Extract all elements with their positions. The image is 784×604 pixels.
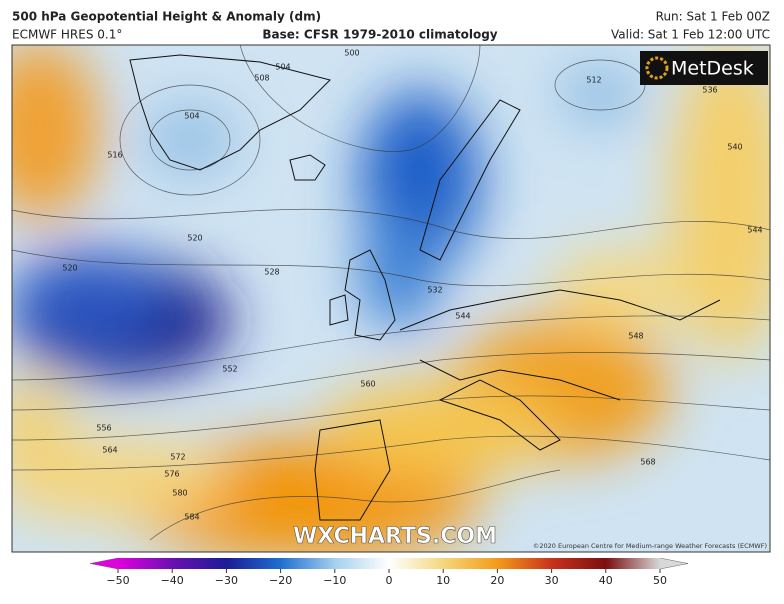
contour-label: 572: [170, 453, 185, 462]
colorbar-segment: [334, 558, 390, 569]
copyright: ©2020 European Centre for Medium-range W…: [533, 542, 767, 550]
contour-label: 580: [172, 489, 187, 498]
colorbar-tick-label: −40: [161, 574, 184, 587]
contour-label: 528: [264, 268, 279, 277]
contour-label: 504: [184, 112, 199, 121]
contour-label: 520: [187, 234, 202, 243]
colorbar-segment: [118, 558, 173, 569]
map: [12, 45, 770, 552]
colorbar-segment: [497, 558, 553, 569]
contour-label: 564: [102, 446, 117, 455]
colorbar-segment: [605, 558, 661, 569]
contour-label: 540: [727, 143, 742, 152]
colorbar-tick-label: −50: [106, 574, 129, 587]
contour-label: 520: [62, 264, 77, 273]
colorbar-tick-label: 10: [436, 574, 450, 587]
contour-label: 504: [275, 63, 290, 72]
contour-label: 560: [360, 380, 375, 389]
colorbar-tick-label: −30: [215, 574, 238, 587]
model: ECMWF HRES 0.1°: [12, 28, 122, 42]
contour-label: 544: [747, 226, 762, 235]
colorbar-segment: [443, 558, 498, 569]
title: 500 hPa Geopotential Height & Anomaly (d…: [12, 10, 321, 24]
contour-label: 576: [164, 470, 179, 479]
colorbar-tick-label: 40: [599, 574, 613, 587]
colorbar-tick-label: −20: [269, 574, 292, 587]
contour-label: 548: [628, 332, 643, 341]
contour-label: 552: [222, 365, 237, 374]
colorbar-end: [659, 557, 689, 570]
colorbar-tick-label: 20: [490, 574, 504, 587]
colorbar-tick-label: 50: [653, 574, 667, 587]
contour-label: 568: [640, 458, 655, 467]
contour-label: 512: [586, 76, 601, 85]
colorbar-tick-label: 30: [545, 574, 559, 587]
colorbar-tick-label: 0: [386, 574, 393, 587]
colorbar-end: [89, 557, 119, 570]
base: Base: CFSR 1979-2010 climatology: [262, 28, 497, 42]
colorbar-segment: [280, 558, 336, 569]
contour-label: 532: [427, 286, 442, 295]
contour-label: 508: [254, 74, 269, 83]
map-frame: [11, 44, 771, 553]
logo-box: [640, 51, 768, 85]
colorbar-tick-label: −10: [323, 574, 346, 587]
logo-icon: [645, 56, 669, 80]
contour-label: 544: [455, 312, 470, 321]
colorbar-segment: [389, 558, 444, 569]
colorbar-segment: [226, 558, 282, 569]
contour-label: 536: [702, 86, 717, 95]
contour-label: 516: [107, 151, 122, 160]
contour-label: 584: [184, 513, 199, 522]
colorbar-segment: [172, 558, 227, 569]
run: Run: Sat 1 Feb 00Z: [656, 10, 770, 24]
contour-label: 556: [96, 424, 111, 433]
contour-label: 500: [344, 49, 359, 58]
valid: Valid: Sat 1 Feb 12:00 UTC: [611, 28, 770, 42]
logo: MetDesk: [671, 58, 754, 80]
watermark: WXCHARTS.COM: [293, 524, 497, 549]
colorbar-segment: [551, 558, 607, 569]
